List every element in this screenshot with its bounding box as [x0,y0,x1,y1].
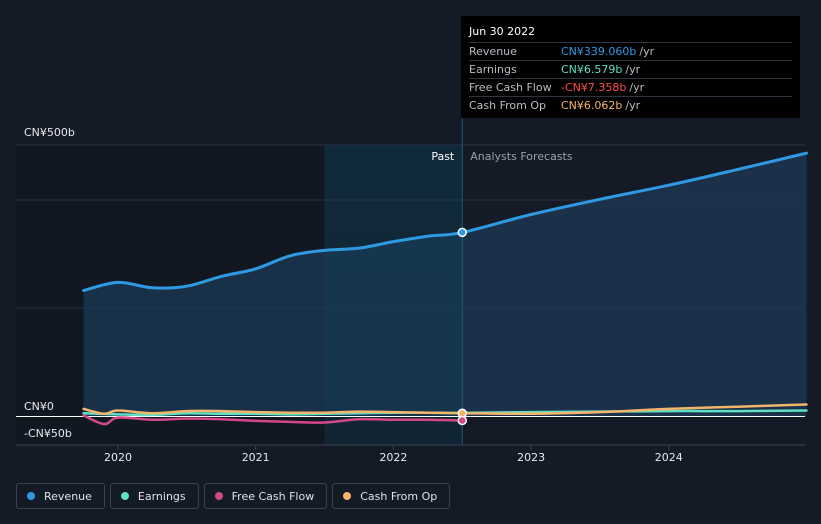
cash-from-op-line [82,403,808,416]
chart-legend: Revenue Earnings Free Cash Flow Cash Fro… [16,483,451,509]
x-tick-label: 2021 [242,451,270,464]
forecast-label: Analysts Forecasts [470,150,573,163]
x-tick-label: 2020 [104,451,132,464]
tooltip-row-free-cash-flow: Free Cash Flow -CN¥7.358b /yr [469,78,792,96]
legend-item-revenue[interactable]: Revenue [16,483,105,509]
legend-label: Free Cash Flow [231,489,315,503]
tooltip-value: CN¥6.579b [561,63,623,76]
legend-item-free-cash-flow[interactable]: Free Cash Flow [203,483,328,509]
highlight-band [324,145,463,445]
tooltip-row-cash-from-op: Cash From Op CN¥6.062b /yr [469,96,792,114]
data-tooltip: Jun 30 2022 Revenue CN¥339.060b /yr Earn… [461,16,800,118]
tooltip-unit: /yr [629,81,645,94]
legend-dot-icon [120,492,129,500]
tooltip-value: CN¥339.060b [561,45,637,58]
tooltip-value: CN¥6.062b [561,99,623,112]
legend-item-earnings[interactable]: Earnings [109,483,199,509]
tooltip-label: Cash From Op [469,99,547,112]
tooltip-date: Jun 30 2022 [469,25,536,38]
legend-dot-icon [214,492,223,500]
tooltip-row-revenue: Revenue CN¥339.060b /yr [469,42,792,60]
free-cash-flow-marker [457,415,467,426]
free-cash-flow-line [82,414,464,426]
tooltip-value: -CN¥7.358b [561,81,627,94]
revenue-marker [457,227,467,238]
y-tick-label: -CN¥50b [24,427,72,440]
tooltip-label: Free Cash Flow [469,81,552,94]
legend-dot-icon [27,492,35,500]
x-tick-label: 2023 [517,451,545,464]
legend-label: Revenue [44,489,92,503]
legend-dot-icon [343,492,352,500]
revenue-line [82,151,808,293]
y-tick-label: CN¥0 [24,400,54,413]
tooltip-unit: /yr [639,45,655,58]
tooltip-row-earnings: Earnings CN¥6.579b /yr [469,60,792,78]
legend-label: Cash From Op [360,489,438,503]
tooltip-unit: /yr [625,99,641,112]
x-tick-label: 2024 [655,451,683,464]
past-label: Past [431,150,455,163]
y-tick-label: CN¥500b [24,126,75,139]
tooltip-label: Earnings [469,63,517,76]
legend-label: Earnings [137,489,186,503]
tooltip-unit: /yr [625,63,641,76]
legend-item-cash-from-op[interactable]: Cash From Op [332,483,451,509]
x-tick-label: 2022 [379,451,407,464]
tooltip-label: Revenue [469,45,517,58]
